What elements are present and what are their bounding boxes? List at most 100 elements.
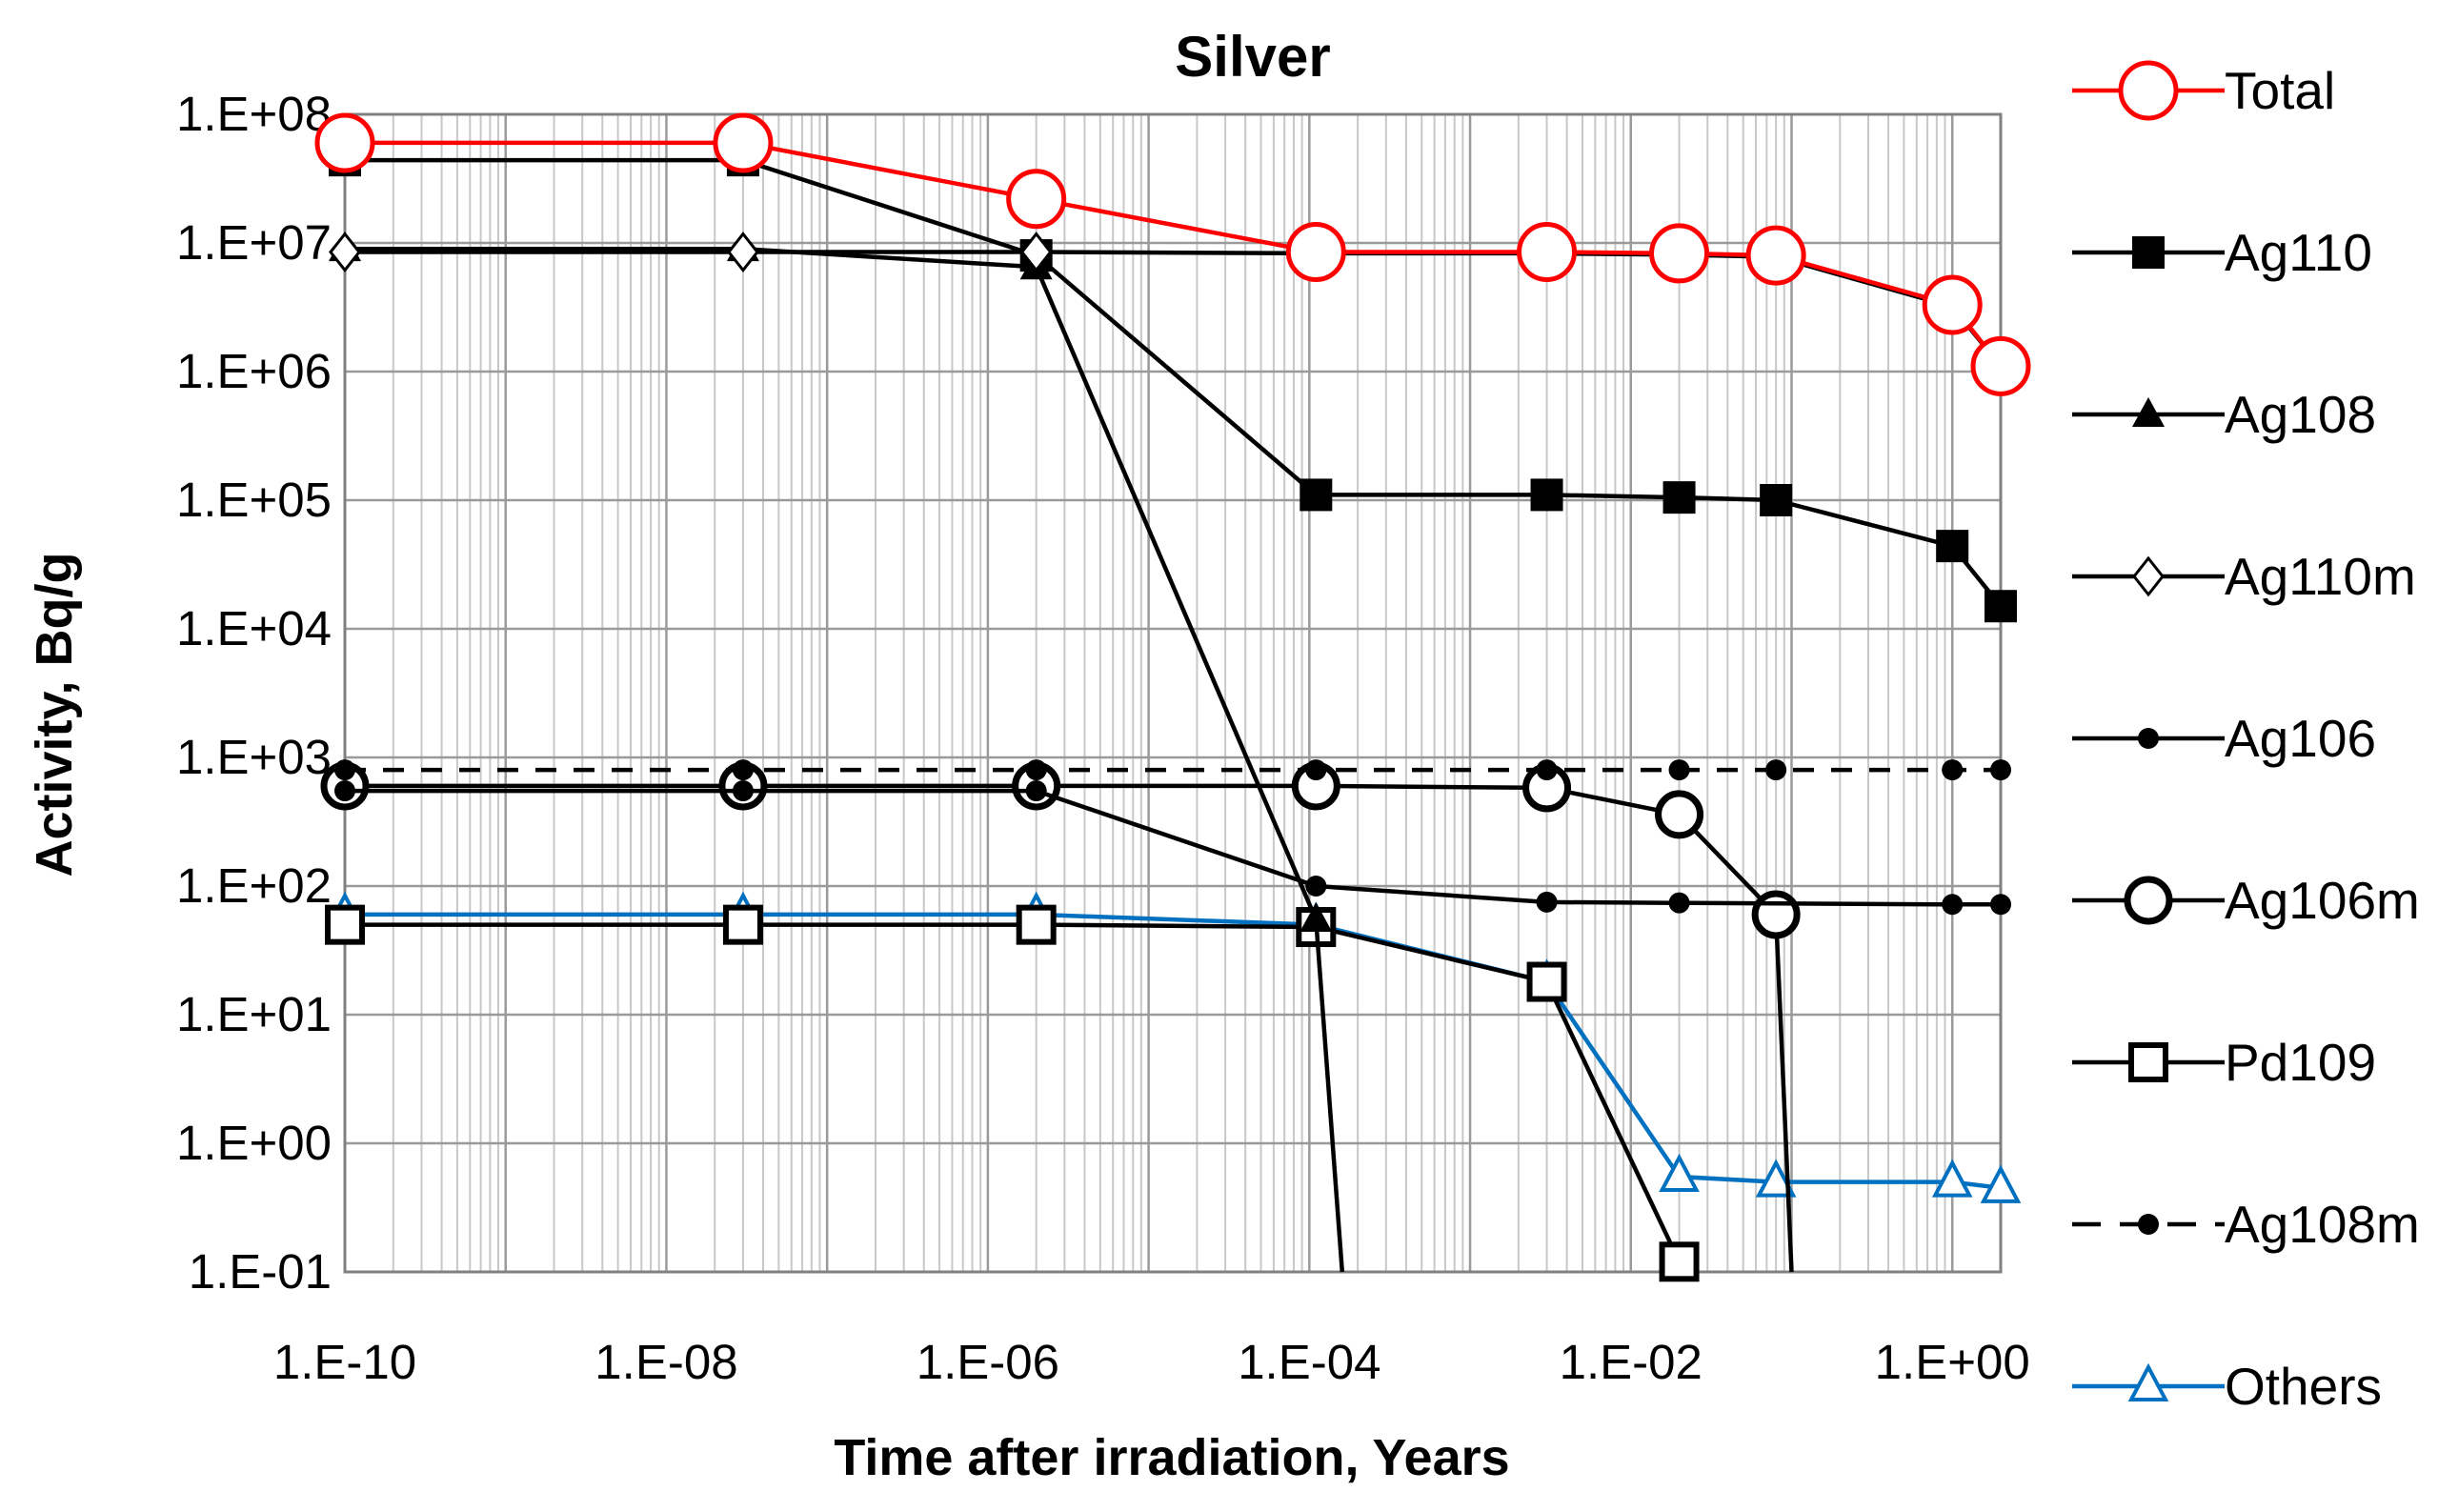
chart-title: Silver bbox=[1175, 25, 1330, 89]
data-point bbox=[314, 112, 375, 173]
data-point bbox=[1305, 759, 1327, 781]
data-point bbox=[2124, 876, 2173, 925]
data-point bbox=[325, 904, 365, 945]
plot-area bbox=[343, 112, 2003, 1274]
x-tick-label: 1.E-02 bbox=[1560, 1335, 1702, 1389]
legend-item-ag108m: Ag108m bbox=[2072, 1195, 2420, 1254]
data-point bbox=[2138, 728, 2159, 749]
data-point bbox=[334, 780, 355, 802]
legend-label: Total bbox=[2225, 61, 2335, 120]
legend-label: Others bbox=[2225, 1357, 2382, 1416]
data-point bbox=[1755, 1159, 1797, 1198]
data-point bbox=[334, 759, 355, 781]
series-ag106m bbox=[320, 761, 1801, 1273]
series-ag106 bbox=[334, 780, 2011, 916]
data-point bbox=[2132, 236, 2165, 269]
data-point bbox=[1662, 481, 1696, 514]
x-axis-label: Time after irradiation, Years bbox=[834, 1429, 1509, 1486]
y-tick-label: 1.E-01 bbox=[189, 1244, 332, 1299]
series-ag108m bbox=[334, 759, 2011, 781]
data-point bbox=[732, 780, 754, 802]
x-tick-label: 1.E-06 bbox=[917, 1335, 1059, 1389]
data-point bbox=[1300, 478, 1333, 512]
legend-label: Ag106 bbox=[2225, 709, 2376, 768]
y-tick-label: 1.E+03 bbox=[176, 730, 332, 784]
legend-label: Pd109 bbox=[2225, 1033, 2376, 1092]
data-point bbox=[1990, 759, 2011, 781]
legend-item-ag106m: Ag106m bbox=[2072, 871, 2420, 930]
y-tick-label: 1.E+01 bbox=[176, 987, 332, 1041]
data-point bbox=[1536, 759, 1558, 781]
data-point bbox=[1305, 876, 1327, 897]
legend: Total Ag110 Ag108 Ag110m Ag106 Ag106m Pd109 Ag1… bbox=[2072, 60, 2420, 1416]
data-point bbox=[1530, 478, 1563, 512]
series-line bbox=[345, 783, 1794, 1273]
data-point bbox=[1659, 1241, 1700, 1282]
y-tick-label: 1.E+05 bbox=[176, 473, 332, 527]
data-point bbox=[713, 112, 774, 173]
data-point bbox=[1760, 484, 1793, 516]
y-tick-label: 1.E+00 bbox=[176, 1116, 332, 1170]
data-point bbox=[1922, 274, 1983, 335]
data-point bbox=[732, 759, 754, 781]
series-line bbox=[345, 246, 1345, 1273]
y-tick-label: 1.E+04 bbox=[176, 601, 332, 655]
series-line bbox=[345, 922, 1682, 1263]
data-point bbox=[1668, 892, 1690, 914]
grid-major bbox=[345, 112, 2001, 1274]
series-total bbox=[314, 112, 2031, 396]
data-point bbox=[1745, 225, 1806, 286]
series-line bbox=[345, 788, 2001, 907]
x-tick-label: 1.E+00 bbox=[1875, 1335, 2030, 1389]
data-point bbox=[329, 232, 361, 272]
data-point bbox=[1980, 1164, 2022, 1203]
data-point bbox=[1659, 1153, 1700, 1193]
data-point bbox=[1517, 222, 1578, 283]
series-pd109 bbox=[325, 904, 1700, 1282]
grid-minor bbox=[392, 114, 1946, 1272]
series-layer bbox=[314, 112, 2031, 1282]
y-tick-label: 1.E+08 bbox=[176, 87, 332, 141]
data-point bbox=[1942, 894, 1964, 916]
series-others bbox=[324, 891, 2022, 1203]
data-point bbox=[2128, 1042, 2168, 1082]
data-point bbox=[1016, 904, 1057, 945]
series-line bbox=[345, 912, 2002, 1191]
legend-item-pd109: Pd109 bbox=[2072, 1033, 2376, 1092]
data-point bbox=[727, 232, 759, 272]
legend-item-others: Others bbox=[2072, 1357, 2382, 1416]
data-point bbox=[1006, 169, 1067, 230]
data-point bbox=[1970, 335, 2031, 396]
data-point bbox=[1751, 890, 1801, 939]
legend-item-ag110: Ag110 bbox=[2072, 223, 2372, 282]
data-point bbox=[1668, 759, 1690, 781]
data-point bbox=[1931, 1159, 1973, 1198]
data-point bbox=[2138, 1214, 2159, 1235]
data-point bbox=[1936, 530, 1969, 563]
y-axis-label: Activity, Bq/g bbox=[26, 552, 83, 877]
legend-label: Ag110m bbox=[2225, 547, 2416, 606]
data-point bbox=[2132, 397, 2165, 427]
data-point bbox=[1300, 902, 1333, 933]
legend-label: Ag108m bbox=[2225, 1195, 2420, 1254]
data-point bbox=[1285, 222, 1346, 283]
legend-label: Ag108 bbox=[2225, 385, 2376, 444]
data-point bbox=[1990, 894, 2011, 916]
data-point bbox=[1649, 223, 1710, 284]
x-tick-labels: 1.E-10 1.E-08 1.E-06 1.E-04 1.E-02 1.E+00 bbox=[273, 1335, 2030, 1389]
data-point bbox=[1025, 780, 1047, 802]
data-point bbox=[1655, 790, 1704, 839]
data-point bbox=[1765, 759, 1787, 781]
data-point bbox=[2118, 60, 2179, 121]
data-point bbox=[1025, 759, 1047, 781]
y-tick-label: 1.E+07 bbox=[176, 215, 332, 270]
x-tick-label: 1.E-08 bbox=[594, 1335, 737, 1389]
data-point bbox=[1942, 759, 1964, 781]
data-point bbox=[722, 904, 763, 945]
legend-item-total: Total bbox=[2072, 60, 2335, 121]
data-point bbox=[2132, 555, 2165, 597]
y-tick-label: 1.E+02 bbox=[176, 858, 332, 913]
data-point bbox=[1536, 891, 1558, 913]
legend-item-ag110m: Ag110m bbox=[2072, 547, 2416, 606]
